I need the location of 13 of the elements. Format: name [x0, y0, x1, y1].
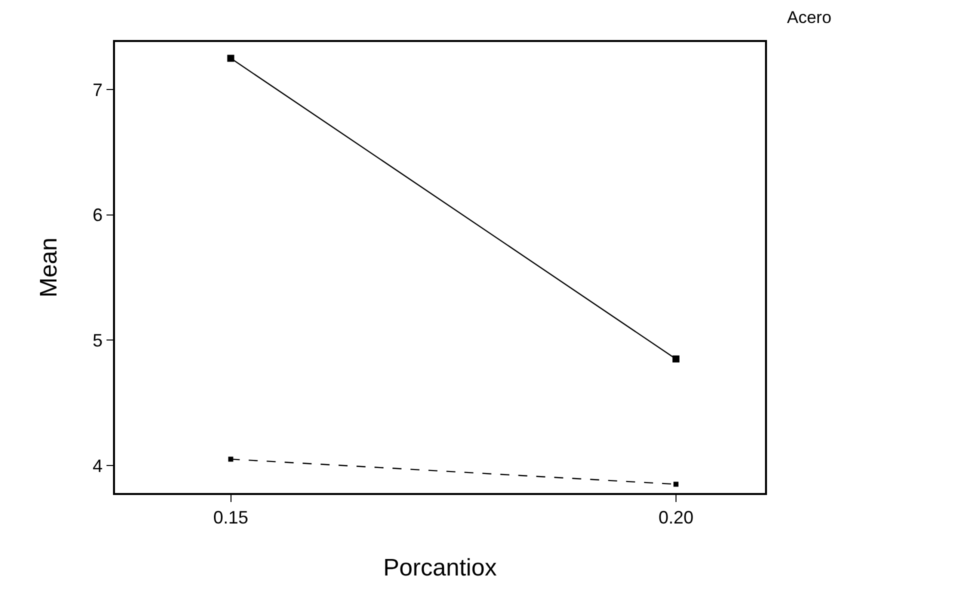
point [672, 355, 680, 362]
x-tick-label: 0.20 [658, 507, 694, 528]
y-tick-label: 7 [92, 80, 103, 100]
point [227, 54, 234, 62]
y-axis-title: Mean [36, 237, 62, 298]
point [673, 482, 678, 487]
y-tick-label: 5 [92, 330, 103, 350]
x-tick-label: 0.15 [213, 507, 248, 528]
point [228, 456, 234, 462]
legend-title: Acero [787, 8, 832, 27]
x-axis-title: Porcantiox [383, 554, 497, 582]
y-tick-label: 4 [92, 456, 103, 476]
y-tick-label: 6 [92, 205, 103, 226]
